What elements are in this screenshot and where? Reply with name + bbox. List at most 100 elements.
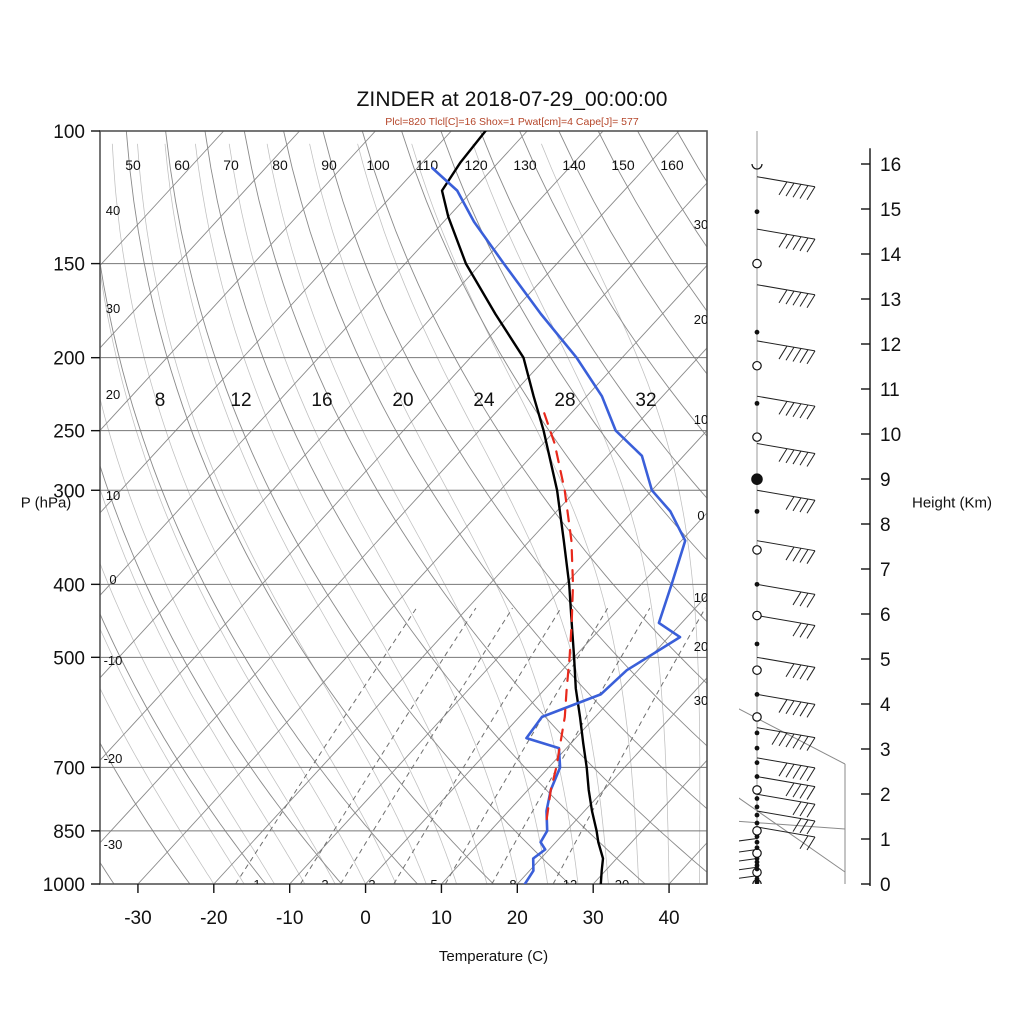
wind-level-dot xyxy=(754,812,760,818)
isotherm-label-left: -10 xyxy=(104,653,123,668)
height-tick-label: 1 xyxy=(880,830,891,851)
mixing-ratio-line xyxy=(393,607,562,884)
dry-adiabat-line xyxy=(361,131,707,685)
isotherm-label-right: 10 xyxy=(694,412,708,427)
wind-barb xyxy=(756,693,816,718)
isotherm-line xyxy=(100,131,376,432)
isotherm-label-right: 30 xyxy=(694,693,708,708)
wind-level-circle xyxy=(752,610,762,621)
mixing-ratio-line xyxy=(340,607,513,884)
p-axis-title: P (hPa) xyxy=(21,495,72,512)
height-tick-label: 4 xyxy=(880,695,891,716)
isotherm-label-left: 30 xyxy=(106,301,120,316)
isotherm-line xyxy=(100,131,604,679)
temperature-tick-label: -20 xyxy=(200,908,227,929)
wind-barb xyxy=(756,826,816,851)
isotherm-label-left: 10 xyxy=(106,488,120,503)
isotherm-label-right: 20 xyxy=(694,639,708,654)
dry-adiabat-label: 120 xyxy=(464,157,488,173)
height-tick-label: 7 xyxy=(880,560,891,581)
isotherm-line xyxy=(516,677,707,884)
moist-adiabat-label: 8 xyxy=(155,390,166,411)
moist-adiabat-line xyxy=(100,397,336,884)
wind-level-circle xyxy=(752,665,762,675)
mixing-ratio-line xyxy=(235,607,417,884)
wind-level-dot xyxy=(754,730,760,736)
dry-adiabat-label: 50 xyxy=(125,157,141,173)
wind-level-dot xyxy=(754,400,760,406)
isotherm-line xyxy=(100,131,452,514)
wind-barb xyxy=(739,875,758,879)
dry-adiabat-label: 130 xyxy=(513,157,537,173)
dry-adiabat-label: 70 xyxy=(223,157,239,173)
temperature-tick-label: -30 xyxy=(124,908,151,929)
wind-level-dot xyxy=(754,760,760,766)
height-tick-label: 9 xyxy=(880,470,891,491)
wind-level-circle xyxy=(752,712,762,722)
moist-adiabat-line xyxy=(195,143,488,884)
mixing-ratio-label: 2 xyxy=(321,877,328,892)
height-axis-title: Height (Km) xyxy=(912,495,992,512)
dry-adiabat-line xyxy=(283,131,707,810)
pressure-tick-label: 150 xyxy=(53,255,85,276)
mixing-ratio-line xyxy=(491,607,651,884)
wind-level-dot xyxy=(754,839,760,845)
moist-adiabat-line xyxy=(266,143,549,884)
moist-adiabat-label: 32 xyxy=(635,390,656,411)
height-tick-label: 3 xyxy=(880,740,891,761)
wind-barb xyxy=(756,176,816,200)
moist-adiabat-label: 20 xyxy=(392,390,413,411)
wind-barb xyxy=(756,340,816,365)
temperature-tick-label: -10 xyxy=(276,908,303,929)
wind-barb xyxy=(739,866,758,871)
wind-level-circle xyxy=(752,848,762,858)
dry-adiabat-line xyxy=(165,131,570,884)
height-tick-label: 15 xyxy=(880,200,901,221)
wind-barb xyxy=(756,284,816,308)
dewpoint-profile-curve xyxy=(431,166,687,884)
pressure-tick-label: 400 xyxy=(53,575,85,596)
wind-level-dot xyxy=(754,745,760,751)
height-tick-label: 14 xyxy=(880,245,902,266)
height-tick-label: 2 xyxy=(880,785,891,806)
stability-indices-line: Plcl=820 Tlcl[C]=16 Shox=1 Pwat[cm]=4 Ca… xyxy=(385,116,639,128)
wind-level-dot xyxy=(754,863,760,868)
temperature-tick-label: 20 xyxy=(507,908,528,929)
wind-level-dot xyxy=(754,876,760,882)
isotherm-line xyxy=(289,429,707,884)
dry-adiabat-label: 140 xyxy=(562,157,586,173)
mixing-ratio-line xyxy=(299,607,477,884)
isotherm-label-left: -30 xyxy=(104,837,123,852)
moist-adiabat-line xyxy=(228,143,518,884)
moist-adiabat-line xyxy=(472,143,670,884)
temperature-profile-curve xyxy=(440,131,605,884)
temperature-tick-label: 30 xyxy=(583,908,604,929)
dry-adiabat-label: 150 xyxy=(611,157,635,173)
isotherm-label-right: 30 xyxy=(694,217,708,232)
wind-barb xyxy=(756,810,816,835)
wind-barb xyxy=(739,858,758,862)
moist-adiabat-label: 28 xyxy=(554,390,575,411)
pressure-tick-label: 850 xyxy=(53,822,85,843)
isotherm-label-left: 0 xyxy=(109,572,116,587)
wind-barb xyxy=(739,849,758,853)
isotherm-label-right: 0 xyxy=(697,508,704,523)
isotherm-line xyxy=(137,264,707,884)
isotherm-label-left: 20 xyxy=(106,387,120,402)
dry-adiabat-label: 100 xyxy=(366,157,390,173)
dry-adiabat-label: 60 xyxy=(174,157,190,173)
wind-level-dot xyxy=(754,691,760,697)
wind-barb xyxy=(756,489,816,514)
dry-adiabat-label: 90 xyxy=(321,157,337,173)
wind-barb xyxy=(756,793,816,818)
wind-barb xyxy=(756,615,816,639)
wind-level-circle xyxy=(752,826,762,836)
height-tick-label: 16 xyxy=(880,155,901,176)
isotherm-line xyxy=(100,131,680,761)
moist-adiabat-label: 12 xyxy=(230,390,251,411)
height-tick-label: 11 xyxy=(880,380,900,401)
moist-adiabat-line xyxy=(100,487,306,884)
mixing-ratio-label: 8 xyxy=(509,877,516,892)
wind-level-dot xyxy=(754,209,760,215)
